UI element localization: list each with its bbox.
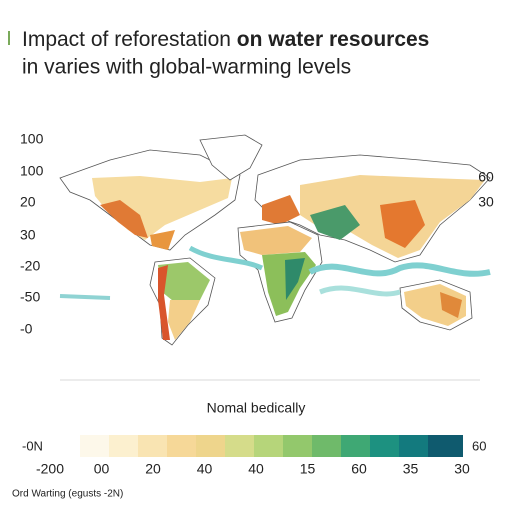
swatch [341,435,371,457]
ocean-band [308,262,491,277]
legend-caption: Nomal bedically [207,400,306,416]
na-hotspot [100,200,148,238]
sa-hotspot [158,265,170,340]
map-left-label: -20 [20,258,40,274]
swatch [399,435,429,457]
map-right-label: 30 [478,194,494,210]
map-right-label: 60 [478,169,494,185]
scale-label: 15 [300,461,316,477]
scale-label: -200 [36,461,64,477]
australia-fill [404,284,466,326]
scale-label: 20 [145,461,161,477]
map-left-label: 100 [20,131,44,147]
colorbar [80,435,463,457]
sa-fill [168,300,200,340]
swatch [80,435,110,457]
footer-note: Ord Warting (egusts -2N) [12,489,123,500]
scale-label: 40 [248,461,264,477]
left-labels: 100 100 20 30 -20 -50 -0 [20,131,44,337]
title-accent [8,31,10,45]
greenland [199,134,263,181]
africa-teal [285,258,305,300]
scale-label: 35 [403,461,419,477]
europe-hotspot [262,195,300,225]
swatch [196,435,226,457]
scale-label: 00 [94,461,110,477]
map-left-label: 20 [20,194,36,210]
swatch [428,435,463,457]
ocean-band [319,285,401,297]
map-left-label: 30 [20,227,36,243]
sa-green [158,262,210,305]
scale-label: 60 [351,461,367,477]
swatch [370,435,400,457]
ocean-band [59,294,111,300]
na-hotspot-2 [150,230,175,250]
swatch [225,435,255,457]
scale-label: 30 [454,461,470,477]
australia-hotspot [440,292,462,318]
swatch [167,435,197,457]
map-left-label: 100 [20,163,44,179]
title-bold: on water resources [237,28,430,51]
title-line-2: in varies with global-warming levels [22,56,351,79]
swatch [109,435,139,457]
asia-green [310,205,360,240]
scale-label: 40 [197,461,213,477]
world-map [59,134,491,381]
swatch [138,435,168,457]
asia-hotspot [380,200,425,248]
swatch [254,435,284,457]
title-normal: Impact of reforestation [22,28,231,51]
swatch [312,435,342,457]
map-left-label: -0 [20,321,33,337]
africa-north [240,226,312,255]
scale-labels: -200 00 20 40 40 15 60 35 30 [36,461,470,477]
swatch [283,435,313,457]
ocean-band [188,245,264,271]
right-labels: 60 30 [478,169,494,210]
legend-right-label: 60 [472,438,486,453]
title-line: Impact of reforestation on water resourc… [22,28,429,51]
map-left-label: -50 [20,289,40,305]
legend-left-label: -0N [22,438,43,453]
